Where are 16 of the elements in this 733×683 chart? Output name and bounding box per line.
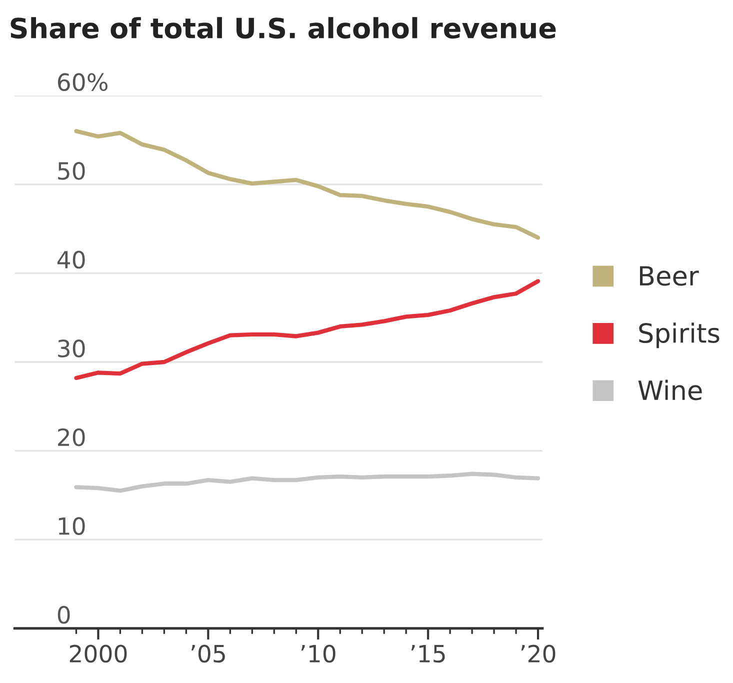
- x-tick-label: ’05: [191, 644, 225, 663]
- x-tick-label: ’20: [521, 644, 556, 663]
- y-tick-label: 10: [58, 517, 85, 535]
- y-tick-label: 20: [58, 428, 85, 446]
- x-tick-label: 2000: [70, 644, 127, 663]
- x-tick-label: ’10: [301, 644, 336, 663]
- legend-label: Spirits: [639, 322, 720, 348]
- y-tick-label: 0: [58, 606, 70, 624]
- x-tick-label: ’15: [411, 645, 445, 663]
- y-tick-label: 40: [57, 250, 85, 269]
- chart-title: Share of total U.S. alcohol revenue: [10, 17, 556, 39]
- y-tick-label: 30: [58, 340, 85, 358]
- y-tick-label: 60%: [58, 73, 108, 92]
- legend-label: Wine: [638, 380, 702, 400]
- y-tick-label: 50: [58, 162, 85, 180]
- legend-label: Beer: [640, 266, 699, 286]
